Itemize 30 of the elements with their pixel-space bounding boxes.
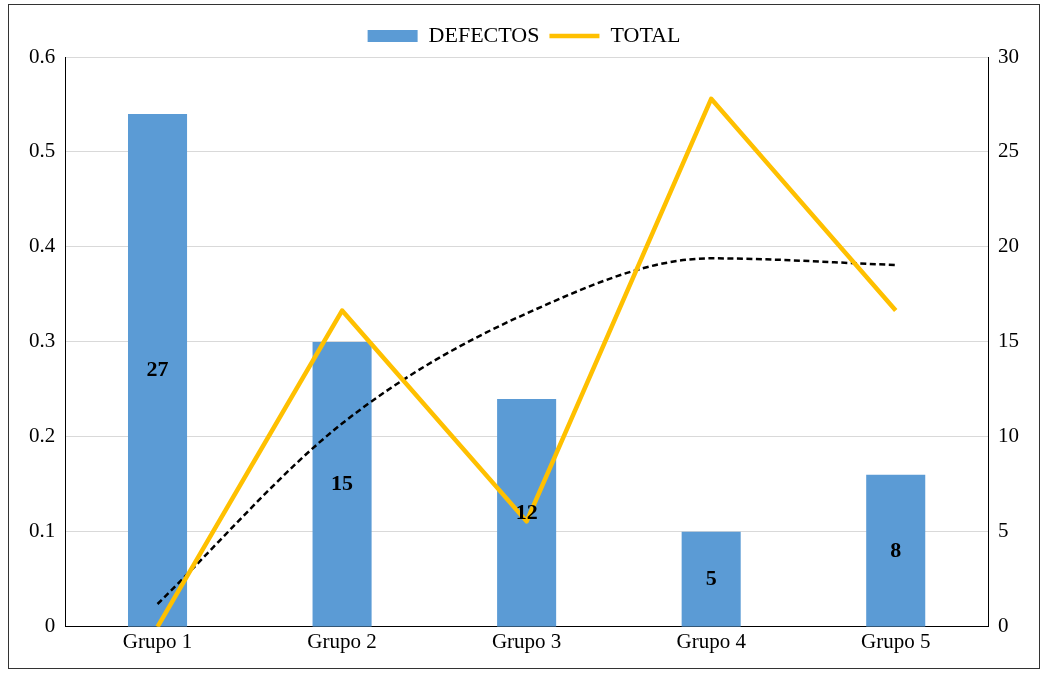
x-tick-label: Grupo 3 bbox=[491, 628, 562, 653]
y-tick-label: 0.3 bbox=[29, 328, 56, 353]
y-tick-label: 0.6 bbox=[29, 43, 56, 68]
y-tick-label: 0.2 bbox=[29, 423, 56, 448]
data-label: 15 bbox=[331, 470, 354, 496]
y2-tick-label: 0 bbox=[998, 613, 1009, 638]
legend-label: TOTAL bbox=[610, 21, 681, 47]
bar bbox=[312, 341, 372, 627]
y2-tick-label: 15 bbox=[998, 328, 1019, 353]
y-tick-label: 0.5 bbox=[29, 138, 56, 163]
bar bbox=[681, 531, 741, 627]
y2-tick-label: 25 bbox=[998, 138, 1019, 163]
y2-tick-label: 30 bbox=[998, 43, 1019, 68]
y-tick-label: 0.1 bbox=[29, 518, 56, 543]
x-tick-label: Grupo 4 bbox=[676, 628, 747, 653]
data-label: 8 bbox=[890, 536, 902, 562]
x-tick-label: Grupo 1 bbox=[122, 628, 193, 653]
x-tick-label: Grupo 5 bbox=[861, 628, 931, 653]
legend-label: DEFECTOS bbox=[428, 21, 540, 47]
y2-tick-label: 10 bbox=[998, 423, 1019, 448]
data-label: 5 bbox=[705, 565, 717, 590]
y-tick-label: 0.4 bbox=[29, 233, 56, 258]
bar bbox=[866, 474, 926, 627]
x-tick-label: Grupo 2 bbox=[307, 628, 377, 653]
y-tick-label: 0 bbox=[44, 613, 56, 638]
data-label: 27 bbox=[146, 356, 169, 382]
y2-tick-label: 5 bbox=[998, 518, 1009, 543]
bar bbox=[128, 113, 188, 627]
y2-tick-label: 20 bbox=[998, 233, 1019, 258]
bar bbox=[497, 398, 557, 627]
